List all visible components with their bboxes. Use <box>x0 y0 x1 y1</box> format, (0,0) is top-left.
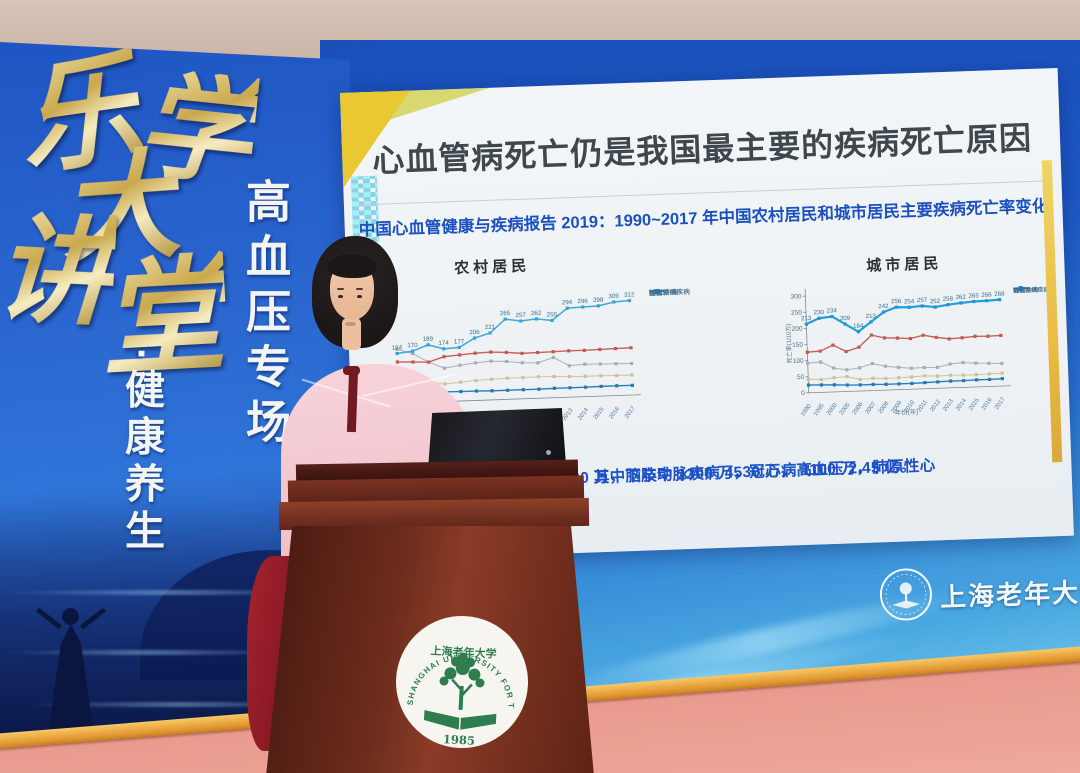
svg-text:2011: 2011 <box>917 399 930 414</box>
svg-text:268: 268 <box>994 290 1005 297</box>
presenter-brow <box>337 288 344 290</box>
svg-text:300: 300 <box>790 293 801 300</box>
banner-vertical-subtitle: ·健康养生 <box>119 348 163 557</box>
svg-text:2013: 2013 <box>942 398 955 413</box>
svg-text:265: 265 <box>968 292 979 299</box>
person-silhouette-head <box>62 608 79 625</box>
svg-text:298: 298 <box>593 297 604 304</box>
svg-text:213: 213 <box>801 315 812 322</box>
svg-text:230: 230 <box>814 309 825 316</box>
legend-label: 消化系统疾病 <box>649 288 691 298</box>
svg-text:2007: 2007 <box>865 401 878 416</box>
chart-urban-legend: 心血管病 肿瘤 呼吸系统疾病 损伤/中毒 消化系统疾病 <box>1013 285 1065 295</box>
svg-text:262: 262 <box>955 294 966 301</box>
podium-emblem: SHANGHAI UNIVERSITY FOR THE ELDERLY 上海老年… <box>388 608 528 748</box>
svg-text:184: 184 <box>853 323 864 330</box>
svg-text:221: 221 <box>485 324 496 331</box>
svg-text:164: 164 <box>392 344 403 351</box>
svg-text:255: 255 <box>547 311 558 318</box>
slide-subtitle: 中国心血管健康与疾病报告 2019：1990~2017 年中国农村居民和城市居民… <box>358 197 1049 240</box>
svg-text:2008: 2008 <box>878 400 891 415</box>
presenter-mouth <box>345 322 356 326</box>
svg-text:294: 294 <box>562 299 573 306</box>
svg-text:265: 265 <box>500 310 511 317</box>
svg-text:2005: 2005 <box>839 402 852 417</box>
sea-light-band <box>0 650 300 655</box>
svg-text:309: 309 <box>608 293 619 300</box>
svg-text:209: 209 <box>840 315 851 322</box>
svg-text:50: 50 <box>797 374 805 381</box>
presenter-bangs <box>328 254 376 278</box>
svg-text:257: 257 <box>515 312 526 319</box>
sea-light-band <box>0 590 340 595</box>
svg-text:1995: 1995 <box>813 402 826 417</box>
svg-text:100: 100 <box>793 358 804 365</box>
svg-text:258: 258 <box>943 295 954 302</box>
projection-screen: 心血管病死亡仍是我国最主要的疾病死亡原因 中国心血管健康与疾病报告 2019：1… <box>340 67 1074 561</box>
svg-text:174: 174 <box>438 340 449 347</box>
svg-text:2006: 2006 <box>852 401 865 416</box>
presenter-neck <box>342 318 361 350</box>
svg-text:213: 213 <box>866 313 877 320</box>
svg-text:1990: 1990 <box>800 403 813 418</box>
podium-molding <box>278 497 590 531</box>
svg-text:2017: 2017 <box>994 396 1007 411</box>
presenter-brow <box>356 288 363 290</box>
svg-text:312: 312 <box>624 291 635 298</box>
svg-text:206: 206 <box>469 329 480 336</box>
chart-title-rural: 农村居民 <box>453 257 531 278</box>
banner-vertical-topic: 高血压专场 <box>239 178 290 453</box>
svg-text:252: 252 <box>930 298 941 305</box>
svg-text:2017: 2017 <box>624 405 637 420</box>
svg-text:2015: 2015 <box>593 406 606 421</box>
svg-text:2016: 2016 <box>981 397 994 412</box>
university-emblem-icon <box>879 568 932 621</box>
svg-text:2012: 2012 <box>929 398 942 413</box>
wall-logo-text: 上海老年大学 <box>939 576 1080 613</box>
chart-urban-plot: 0 50 100 150 200 250 300 1990 1995 2000 2005 2006 20… <box>783 270 1014 420</box>
svg-text:257: 257 <box>917 297 928 304</box>
emblem-cn-name: 上海老年大学 <box>430 643 497 660</box>
svg-text:年份(年): 年份(年) <box>894 407 918 417</box>
svg-text:266: 266 <box>981 292 992 299</box>
emblem-book-icon <box>423 710 497 730</box>
sea-light-band <box>20 702 340 707</box>
svg-text:2000: 2000 <box>826 402 839 417</box>
legend-label: 消化系统疾病 <box>1013 287 1050 295</box>
svg-text:242: 242 <box>878 303 889 310</box>
svg-text:2014: 2014 <box>955 397 968 412</box>
laptop-logo-dot <box>546 450 551 455</box>
emblem-year: 1985 <box>443 732 476 748</box>
presenter-eye <box>357 295 362 298</box>
presenter-eye <box>338 295 343 298</box>
svg-text:2014: 2014 <box>577 407 590 422</box>
emblem-tree-icon <box>439 652 485 711</box>
svg-text:死亡率(1/10万): 死亡率(1/10万) <box>784 324 793 364</box>
svg-text:177: 177 <box>454 338 465 345</box>
svg-text:2016: 2016 <box>608 406 621 421</box>
wall-logo: 上海老年大学 <box>877 557 1080 634</box>
svg-text:200: 200 <box>792 325 803 332</box>
svg-text:296: 296 <box>577 298 588 305</box>
svg-text:254: 254 <box>904 298 915 305</box>
svg-text:2015: 2015 <box>968 397 981 412</box>
svg-text:234: 234 <box>826 307 837 314</box>
svg-text:2013: 2013 <box>562 407 575 422</box>
svg-text:250: 250 <box>791 309 802 316</box>
svg-text:262: 262 <box>531 310 542 317</box>
svg-text:170: 170 <box>407 342 418 349</box>
svg-text:0: 0 <box>801 390 805 397</box>
svg-text:189: 189 <box>423 336 434 343</box>
svg-text:150: 150 <box>792 342 803 349</box>
svg-text:256: 256 <box>891 298 902 305</box>
